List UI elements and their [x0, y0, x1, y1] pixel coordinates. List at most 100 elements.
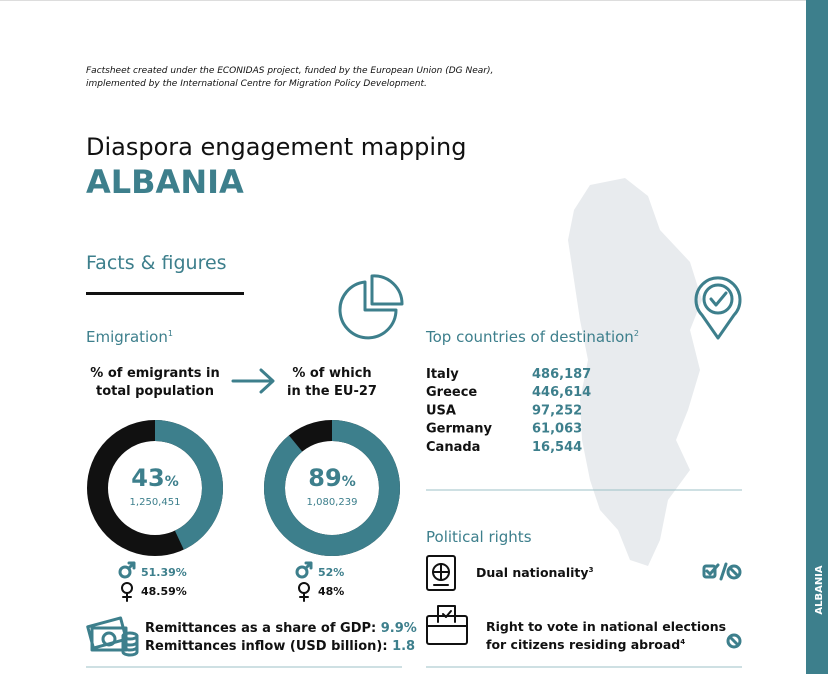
ballot-box — [426, 615, 468, 645]
pin-circle — [702, 283, 734, 315]
footnote-ref: 3 — [589, 566, 594, 574]
country-name: Greece — [426, 385, 477, 400]
donut-label: total population — [96, 384, 214, 399]
passport-icon — [426, 555, 456, 591]
donut-label: % of emigrants in — [90, 366, 219, 381]
destination-table: Italy 486,187 Greece 446,614 USA 97,252 German… — [426, 367, 591, 455]
female-cross — [299, 592, 309, 602]
donut-count: 1,080,239 — [307, 497, 358, 508]
male-share: 51.39% — [141, 566, 187, 579]
sidebar — [806, 0, 828, 674]
arrow-icon — [231, 368, 275, 394]
percent-unit: % — [165, 474, 179, 490]
ballot-check — [442, 610, 452, 618]
male-share: 52% — [318, 566, 344, 579]
male-icon — [118, 561, 136, 579]
donut-arc — [264, 420, 400, 556]
slash — [719, 562, 728, 581]
note-line: Factsheet created under the ECONIDAS pro… — [86, 66, 493, 76]
remittance-value: 1.8 — [392, 639, 415, 654]
country-count: 97,252 — [532, 403, 582, 418]
remittance-value: 9.9% — [381, 621, 417, 636]
arrow-head — [259, 368, 275, 394]
no-sign — [726, 564, 742, 580]
female-share: 48% — [318, 585, 344, 598]
country-title: ALBANIA — [86, 163, 244, 201]
emigration-heading: Emigration1 — [86, 328, 173, 346]
percent-value: 43 — [131, 464, 164, 492]
sidebar-label: ALBANIA — [814, 565, 825, 615]
country-count: 16,544 — [532, 440, 582, 455]
money-icon — [86, 616, 139, 657]
donut-label: in the EU-27 — [287, 384, 377, 399]
country-name: Germany — [426, 422, 492, 437]
right-label: Dual nationality — [476, 565, 589, 580]
destinations-heading: Top countries of destination2 — [425, 328, 639, 346]
male-circle — [295, 565, 309, 579]
rights-heading: Political rights — [426, 528, 532, 546]
banknote-mark — [101, 631, 117, 647]
pin-check — [709, 291, 728, 307]
donut-count: 1,250,451 — [130, 497, 181, 508]
pie-icon-body — [338, 280, 398, 340]
donut-arc — [87, 420, 223, 556]
female-circle — [298, 582, 310, 594]
heading-text: Emigration — [86, 328, 168, 346]
remittance-label: Remittances inflow (USD billion): — [145, 639, 388, 654]
remittance-row: Remittances as a share of GDP: 9.9% — [145, 621, 417, 636]
no-sign-bar — [728, 566, 740, 578]
no-sign — [726, 633, 742, 649]
donut-percent: 43% — [131, 464, 178, 492]
note-line: implemented by the International Centre … — [86, 79, 427, 89]
pin-outline — [694, 276, 742, 340]
title: Diaspora engagement mapping — [86, 133, 466, 161]
male-arrow — [304, 561, 313, 570]
country-name: Italy — [426, 367, 459, 382]
pie-icon-slice — [370, 274, 404, 306]
ballot-icon — [426, 605, 468, 645]
remittance-row: Remittances inflow (USD billion): 1.8 — [145, 639, 415, 654]
country-count: 446,614 — [532, 385, 591, 400]
donuts: 43% 1,250,451 51.39% 48.59% 89% 1,080,239 52% 4… — [87, 420, 400, 602]
heading-rule — [86, 292, 244, 295]
male-icon — [295, 561, 313, 579]
footnote-ref: 1 — [168, 329, 173, 338]
ballot-paper — [437, 605, 456, 623]
country-name: Canada — [426, 440, 480, 455]
donut-percent: 89% — [308, 464, 355, 492]
female-icon — [298, 582, 310, 602]
female-share: 48.59% — [141, 585, 187, 598]
country-count: 486,187 — [532, 367, 591, 382]
coin-stack — [121, 634, 139, 657]
percent-unit: % — [342, 474, 356, 490]
remittance-label: Remittances as a share of GDP: — [145, 621, 376, 636]
right-label: for citizens residing abroad — [486, 637, 680, 652]
percent-value: 89 — [308, 464, 341, 492]
check-mark — [705, 563, 720, 576]
country-count: 61,063 — [532, 422, 582, 437]
no-icon — [726, 633, 742, 649]
female-icon — [121, 582, 133, 602]
right-item: for citizens residing abroad4 — [486, 637, 685, 652]
donut-label: % of which — [292, 366, 371, 381]
passport-globe-lines — [432, 563, 450, 581]
pie-icon — [338, 274, 404, 340]
check-box — [702, 564, 717, 579]
no-sign-bar — [728, 635, 740, 647]
country-map — [568, 178, 702, 566]
female-circle — [121, 582, 133, 594]
passport-cover — [426, 555, 456, 591]
country-name: USA — [426, 403, 456, 418]
footnote-ref: 2 — [634, 329, 639, 338]
section-heading: Facts & figures — [86, 252, 227, 274]
right-item: Right to vote in national elections — [486, 619, 726, 634]
female-cross — [122, 592, 132, 602]
heading-text: Top countries of destination — [425, 328, 634, 346]
status-icons — [702, 562, 742, 581]
footnote-ref: 4 — [680, 638, 685, 646]
right-item: Dual nationality3 — [476, 565, 594, 580]
male-circle — [118, 565, 132, 579]
male-arrow — [127, 561, 136, 570]
pin-icon — [694, 276, 742, 340]
